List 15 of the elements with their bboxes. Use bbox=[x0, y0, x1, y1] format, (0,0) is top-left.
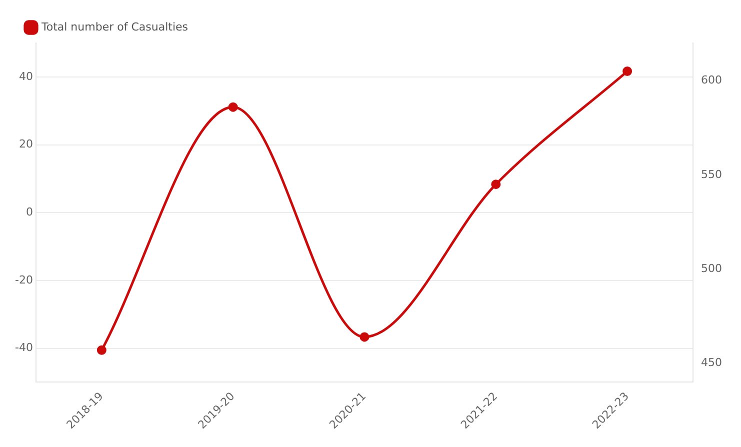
point bbox=[622, 66, 632, 76]
y2-tick-label: 550 bbox=[701, 168, 722, 181]
y-tick-label: -20 bbox=[15, 273, 33, 286]
point bbox=[360, 332, 370, 342]
y2-tick-label: 600 bbox=[701, 74, 722, 87]
y2-tick-label: 500 bbox=[701, 262, 722, 275]
legend-label: Total number of Casualties bbox=[40, 20, 188, 34]
y-tick-label: 0 bbox=[26, 205, 33, 218]
point bbox=[96, 345, 106, 355]
point bbox=[228, 102, 238, 112]
y-tick-label: 20 bbox=[18, 138, 33, 151]
point bbox=[491, 180, 501, 190]
y-tick-label: 40 bbox=[18, 70, 33, 83]
y-tick-label: -40 bbox=[15, 341, 33, 354]
y2-tick-label: 450 bbox=[701, 356, 722, 370]
